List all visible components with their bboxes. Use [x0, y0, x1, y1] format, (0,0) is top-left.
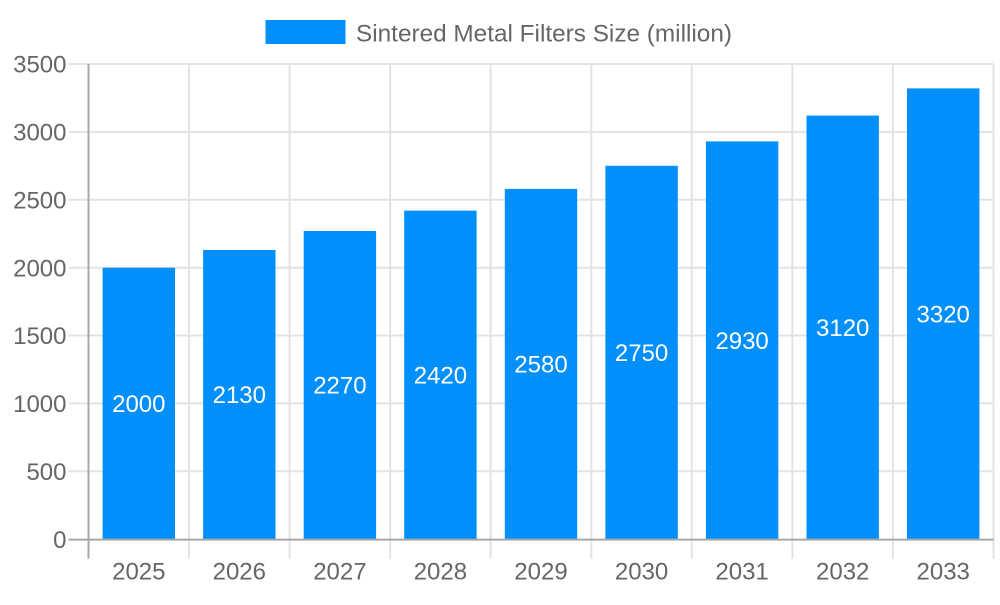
svg-text:2000: 2000: [13, 255, 66, 282]
svg-text:1000: 1000: [13, 391, 66, 418]
svg-text:2420: 2420: [414, 363, 467, 390]
svg-text:2580: 2580: [514, 352, 567, 379]
svg-text:2270: 2270: [313, 373, 366, 400]
svg-text:2930: 2930: [715, 328, 768, 355]
svg-text:2029: 2029: [514, 559, 567, 586]
svg-text:2031: 2031: [715, 559, 768, 586]
svg-text:2130: 2130: [213, 382, 266, 409]
svg-text:2033: 2033: [917, 559, 970, 586]
svg-text:3000: 3000: [13, 120, 66, 147]
svg-text:3120: 3120: [816, 315, 869, 342]
svg-text:3320: 3320: [917, 301, 970, 328]
svg-text:500: 500: [26, 459, 66, 486]
svg-text:1500: 1500: [13, 323, 66, 350]
svg-text:2027: 2027: [313, 559, 366, 586]
svg-text:2500: 2500: [13, 187, 66, 214]
svg-text:2028: 2028: [414, 559, 467, 586]
svg-text:0: 0: [53, 527, 66, 554]
svg-text:2026: 2026: [213, 559, 266, 586]
svg-text:2032: 2032: [816, 559, 869, 586]
svg-text:2750: 2750: [615, 340, 668, 367]
svg-text:2025: 2025: [112, 559, 165, 586]
svg-text:2030: 2030: [615, 559, 668, 586]
svg-text:3500: 3500: [13, 52, 66, 79]
svg-text:Sintered Metal Filters Size (m: Sintered Metal Filters Size (million): [356, 21, 732, 48]
svg-text:2000: 2000: [112, 391, 165, 418]
